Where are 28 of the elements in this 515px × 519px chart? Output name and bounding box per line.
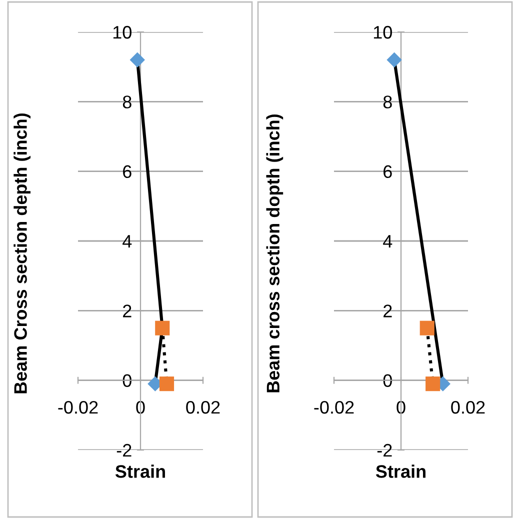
y-tick-label: 10: [113, 26, 132, 39]
point: [155, 320, 170, 336]
y-axis-title: Beam Cross section depth (inch): [14, 113, 30, 394]
point: [386, 52, 402, 68]
y-tick-label: 2: [384, 304, 392, 318]
point: [130, 52, 145, 68]
y-tick-label: -2: [377, 444, 392, 457]
x-tick-label: 0.02: [186, 400, 220, 414]
y-tick-label: 8: [383, 96, 392, 108]
y-tick-label: 2: [123, 304, 132, 318]
y-tick-label: 6: [384, 165, 392, 178]
y-tick-label: 8: [122, 96, 132, 108]
x-tick-label: -0.02: [58, 400, 98, 414]
y-tick-label: 4: [383, 235, 392, 248]
x-tick-label: -0.02: [314, 400, 354, 414]
y-tick-label: 10: [374, 26, 392, 39]
x-tick-label: 0.02: [451, 400, 485, 414]
point: [159, 376, 174, 392]
y-tick-label: -2: [116, 444, 132, 457]
point: [426, 376, 440, 392]
y-axis-title: Beam cross section dopth (inch): [266, 114, 284, 392]
y-tick-label: 0: [122, 374, 132, 388]
point: [420, 320, 434, 336]
y-tick-label: 6: [123, 165, 132, 178]
x-axis-title: Strain: [376, 464, 426, 478]
x-axis-title: Strain: [115, 464, 165, 478]
y-tick-label: 4: [122, 235, 132, 248]
y-tick-label: 0: [383, 374, 392, 388]
